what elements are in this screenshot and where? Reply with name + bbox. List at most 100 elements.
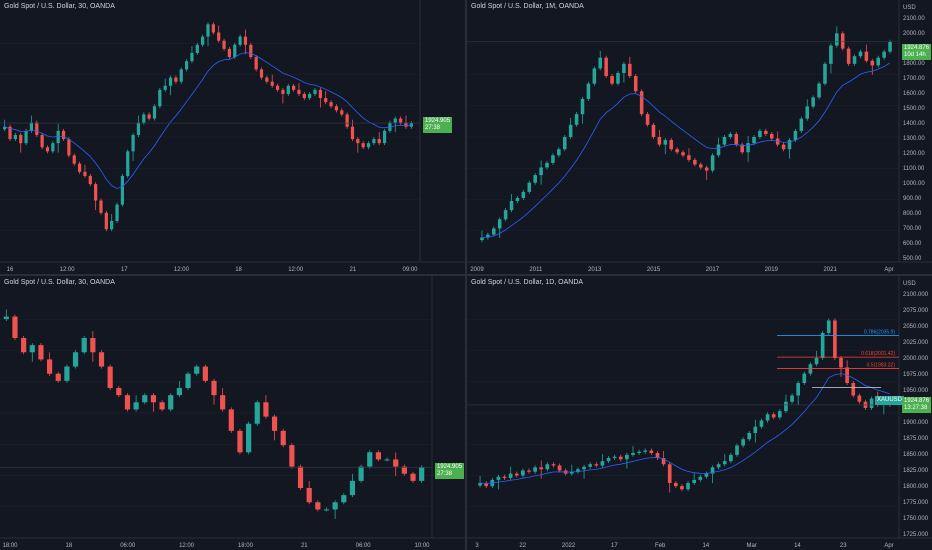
price-axis-label: 1900.000 [903,420,929,426]
time-axis-label: 12:00 [174,267,190,273]
candle-body [817,83,821,98]
time-axis-label: 14 [703,543,710,549]
candle-body [622,63,626,73]
chart-pane-top-right[interactable]: 2100.002000.001900.001800.001700.001600.… [467,0,932,274]
candle-body [195,44,199,53]
candle-body [710,467,715,474]
candle-body [168,395,174,410]
price-axis-label: 1775.000 [903,500,929,506]
axis-unit-label: USD [903,5,916,11]
candle-body [876,57,880,66]
candle-body [805,106,810,119]
candle-body [775,138,780,145]
candle-body [190,52,194,62]
candle-body [747,433,752,440]
candle-body [580,98,585,115]
candle-body [150,395,157,403]
price-axis-label: 700.00 [903,226,922,232]
price-axis-label: 800.00 [903,211,922,217]
candle-body [606,458,611,462]
time-axis-label: 2019 [765,267,779,273]
candle-body [764,130,768,134]
chart-pane-top-left[interactable]: 16 12:00 17 12:00 18 12:00 21 09:00 Gold Spot /… [0,0,465,274]
candle-body [281,89,285,94]
candle-body [771,414,776,418]
price-axis-label: 1500.00 [903,106,925,112]
candle-body [604,57,608,77]
price-axis-label: 1400.00 [903,121,925,127]
price-axis-label: 2075.000 [903,308,929,314]
candle-body [722,461,727,465]
candle-body [588,464,593,467]
candle-body [46,359,53,374]
candle-body [851,383,856,396]
candle-body [158,89,162,107]
candle-body [618,456,623,460]
candle-body [675,149,679,153]
candlestick-chart-bottom-right[interactable]: 2100.000 2075.000 2050.000 2025.000 2000.000… [467,276,932,550]
candle-body [568,124,573,137]
time-axis-label: 12:00 [179,543,195,549]
candle-body [888,41,892,52]
candle-body [350,126,355,140]
fib-level-label: 0.786(2035.9) [864,330,895,336]
candle-body [81,338,87,353]
price-axis-label: 1800.000 [903,484,929,490]
candle-body [382,130,387,144]
time-axis-label: 2021 [823,267,837,273]
candle-body [551,464,556,466]
candle-body [220,395,226,410]
price-axis-label: 1000.00 [903,181,925,187]
candle-body [784,401,788,412]
candle-body [486,234,490,238]
price-axis-label: 2100.000 [903,292,929,298]
candlestick-chart-top-left[interactable]: 16 12:00 17 12:00 18 12:00 21 09:00 [0,0,465,274]
candle-body [610,76,614,84]
candlestick-chart-bottom-left[interactable]: 18:00 18 06:00 12:00 18:00 21 06:00 10:00 [0,276,465,550]
candle-body [669,140,673,150]
candle-body [515,197,520,202]
price-axis-label: 1800.00 [903,61,925,67]
time-axis-label: 12:00 [288,267,304,273]
candle-body [372,139,376,144]
pane-divider-horizontal[interactable] [0,274,932,276]
candle-body [110,221,114,230]
time-axis-label: 21 [301,543,308,549]
candle-body [693,159,697,165]
candle-body [67,139,71,156]
candle-body [722,137,727,145]
candle-body [758,130,762,137]
candle-body [802,373,807,383]
candle-body [840,33,845,49]
candle-body [545,162,549,168]
candle-body [259,69,264,78]
fib-level-label: 0.618(2001.42) [861,351,895,357]
candle-body [13,134,17,140]
chart-pane-bottom-right[interactable]: 2100.000 2075.000 2050.000 2025.000 2000.000… [467,276,932,550]
candle-body [3,126,7,130]
time-axis-label: 14 [794,543,801,549]
candle-body [870,60,875,66]
time-axis-label: Feb [655,543,666,549]
candle-body [533,175,537,183]
candle-body [799,118,804,131]
candle-body [94,184,98,201]
candle-body [631,453,635,455]
candle-body [514,473,519,476]
symbol-tag: XAUUSD [875,396,905,405]
candle-body [508,473,513,478]
candle-body [521,191,526,198]
candle-body [201,36,205,45]
candle-body [835,33,839,46]
candle-body [503,210,508,220]
time-axis-label: 2011 [529,267,543,273]
price-tag: 1924.905 27:38 [435,463,465,479]
candle-body [308,93,312,99]
candle-body [297,89,301,94]
candlestick-chart-top-right[interactable]: 2100.002000.001900.001800.001700.001600.… [467,0,932,274]
candle-body [345,114,349,127]
candle-body [243,36,248,45]
time-axis-label: 18:00 [238,543,254,549]
chart-pane-bottom-left[interactable]: 18:00 18 06:00 12:00 18:00 21 06:00 10:00 Gold … [0,276,465,550]
candle-body [142,395,148,403]
